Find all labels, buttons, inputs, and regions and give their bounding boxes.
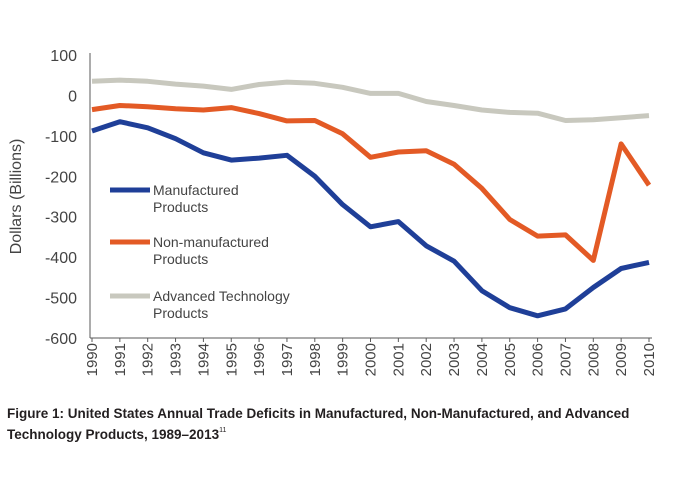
series-line bbox=[91, 103, 652, 263]
y-tick-label: -400 bbox=[45, 250, 77, 267]
y-tick-label: 0 bbox=[68, 88, 77, 105]
x-tick-label: 2003 bbox=[446, 343, 463, 376]
trade-deficit-chart: 100 0 -100 -200 -300 -400 -500 -600 Dollars (Bil… bbox=[8, 48, 658, 376]
y-tick-label: -200 bbox=[45, 169, 77, 186]
x-tick-label: 2001 bbox=[390, 343, 407, 376]
legend-label: Advanced Technology Products bbox=[153, 288, 290, 321]
y-tick-label: -500 bbox=[45, 291, 77, 308]
x-tick-label: 1995 bbox=[223, 343, 240, 376]
x-tick-label: 1996 bbox=[251, 343, 268, 376]
x-tick-label: 2000 bbox=[363, 343, 380, 376]
caption-text: Figure 1: United States Annual Trade Def… bbox=[7, 406, 630, 442]
x-tick-label: 1998 bbox=[307, 343, 324, 376]
x-tick-label: 2005 bbox=[502, 343, 519, 376]
x-tick-label: 1990 bbox=[84, 343, 101, 376]
x-tick-label: 1993 bbox=[168, 343, 185, 376]
legend-label: Non-manufactured Products bbox=[153, 234, 269, 267]
series-line bbox=[91, 119, 650, 319]
legend-label: Manufactured Products bbox=[153, 182, 239, 215]
x-tick-label: 2002 bbox=[418, 343, 435, 376]
figure-caption: Figure 1: United States Annual Trade Def… bbox=[7, 405, 687, 443]
x-tick-label: 1997 bbox=[279, 343, 296, 376]
y-tick-label: -100 bbox=[45, 129, 77, 146]
x-tick-label: 1992 bbox=[140, 343, 157, 376]
x-tick-label: 2004 bbox=[474, 343, 491, 376]
x-tick-label: 2007 bbox=[557, 343, 574, 376]
x-tick-label: 2006 bbox=[530, 343, 547, 376]
y-tick-label: -600 bbox=[45, 331, 77, 348]
x-tick-label: 1999 bbox=[335, 343, 352, 376]
x-tick-label: 2008 bbox=[585, 343, 602, 376]
caption-footnote: 11 bbox=[219, 427, 227, 434]
x-tick-label: 1994 bbox=[195, 343, 212, 376]
series-line bbox=[91, 77, 650, 123]
x-tick-label: 1991 bbox=[112, 343, 129, 376]
y-tick-label: -300 bbox=[45, 210, 77, 227]
y-tick-label: 100 bbox=[50, 48, 77, 65]
y-axis-title: Dollars (Billions) bbox=[8, 139, 25, 255]
x-tick-label: 2009 bbox=[613, 343, 630, 376]
x-tick-label: 2010 bbox=[641, 343, 658, 376]
